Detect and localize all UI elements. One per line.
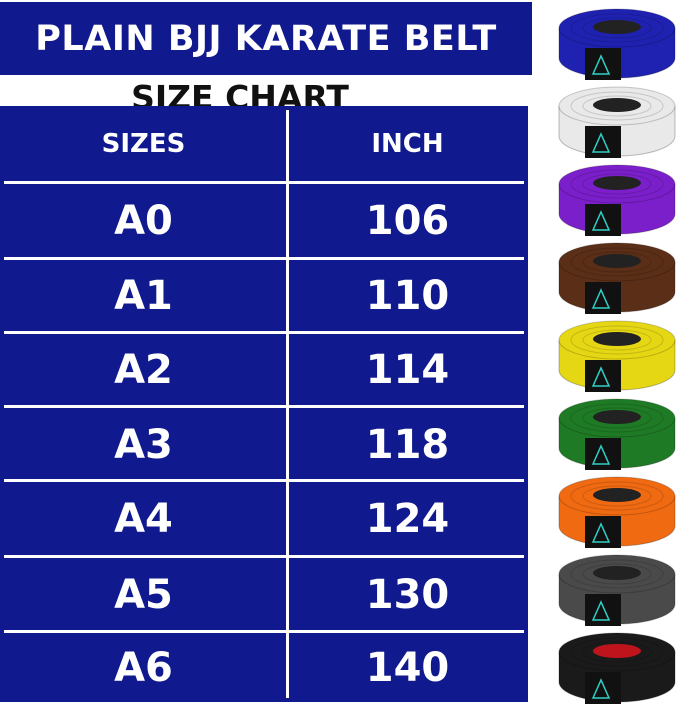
row-divider <box>4 479 524 482</box>
belt-orange-image <box>558 476 676 548</box>
row-divider <box>4 257 524 260</box>
size-cell: A4 <box>114 495 173 542</box>
size-cell: A5 <box>114 571 173 618</box>
belt-brown-image <box>558 242 676 314</box>
brand-logo-icon <box>585 204 621 236</box>
table-row: A3 118 <box>0 408 528 481</box>
table-header-row: SIZES INCH <box>0 106 528 182</box>
brand-logo-icon <box>585 282 621 314</box>
column-divider <box>286 110 289 698</box>
inch-cell: 124 <box>365 495 450 542</box>
table-row: A0 106 <box>0 184 528 258</box>
row-divider <box>4 405 524 408</box>
header-sizes: SIZES <box>101 129 186 159</box>
belt-purple-image <box>558 164 676 236</box>
brand-logo-icon <box>585 672 621 704</box>
inch-cell: 140 <box>365 645 450 691</box>
brand-logo-icon <box>585 516 621 548</box>
size-cell: A6 <box>114 645 173 691</box>
row-divider <box>4 555 524 558</box>
title-banner: PLAIN BJJ KARATE BELT <box>0 2 532 75</box>
table-row: A6 140 <box>0 633 528 703</box>
belt-green-image <box>558 398 676 470</box>
belt-black-image <box>558 632 676 704</box>
inch-cell: 110 <box>365 273 450 319</box>
inch-cell: 106 <box>365 198 450 244</box>
size-cell: A1 <box>114 273 173 319</box>
row-divider <box>4 331 524 334</box>
size-table: SIZES INCH A0 106 A1 110 A2 114 A3 118 A4 124 A5 13… <box>0 106 528 702</box>
size-cell: A3 <box>114 421 173 468</box>
belt-white-image <box>558 86 676 158</box>
title: PLAIN BJJ KARATE BELT <box>35 18 497 59</box>
brand-logo-icon <box>585 126 621 158</box>
row-divider <box>4 181 524 184</box>
inch-cell: 130 <box>365 571 450 618</box>
belt-blue-image <box>558 8 676 80</box>
row-divider <box>4 630 524 633</box>
brand-logo-icon <box>585 360 621 392</box>
inch-cell: 114 <box>365 347 450 393</box>
table-row: A4 124 <box>0 482 528 555</box>
belt-images <box>555 6 679 708</box>
belt-gray-image <box>558 554 676 626</box>
belt-yellow-image <box>558 320 676 392</box>
inch-cell: 118 <box>365 421 450 468</box>
table-row: A1 110 <box>0 260 528 332</box>
header-inch: INCH <box>371 129 444 159</box>
size-cell: A2 <box>114 347 173 393</box>
table-row: A5 130 <box>0 558 528 631</box>
brand-logo-icon <box>585 438 621 470</box>
table-row: A2 114 <box>0 334 528 406</box>
brand-logo-icon <box>585 594 621 626</box>
brand-logo-icon <box>585 48 621 80</box>
size-cell: A0 <box>114 198 173 244</box>
